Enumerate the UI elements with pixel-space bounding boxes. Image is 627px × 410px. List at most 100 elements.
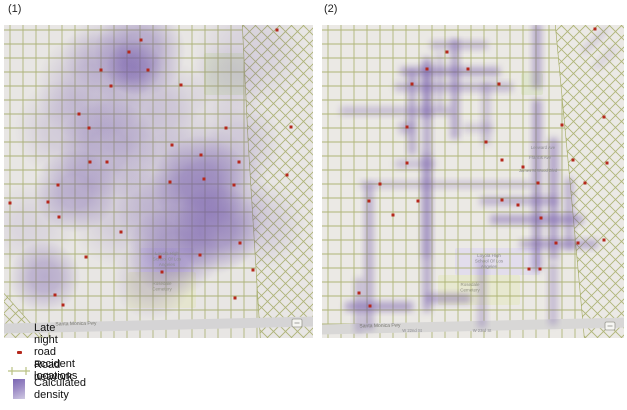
accident-dot xyxy=(105,160,109,164)
accident-dot xyxy=(179,83,183,87)
accident-dot xyxy=(88,160,92,164)
map-layers: Loyola High School Of Los Angeles Rosedale C… xyxy=(4,25,313,338)
panel-1-label: (1) xyxy=(8,3,22,15)
accident-dot xyxy=(602,238,606,242)
map-panel-1: Loyola High School Of Los Angeles Rosedale C… xyxy=(4,25,313,343)
legend-item-density: Calculated density xyxy=(4,377,86,401)
accident-dot xyxy=(391,213,395,217)
accident-dot xyxy=(538,267,542,271)
accident-dot xyxy=(224,126,228,130)
accident-dot xyxy=(160,270,164,274)
accident-dot xyxy=(289,125,293,129)
accident-dot xyxy=(466,67,470,71)
accident-dot xyxy=(238,241,242,245)
map-label: Santa Monica Fwy xyxy=(55,321,97,328)
accident-marker-icon xyxy=(4,350,34,354)
accident-dot xyxy=(77,112,81,116)
accident-dot xyxy=(56,183,60,187)
accident-dot xyxy=(536,181,540,185)
accident-dot xyxy=(53,293,57,297)
density-layer xyxy=(4,25,313,338)
accident-dot xyxy=(61,303,65,307)
map-panel-2: Loyola High School Of Los Angeles Rosedale C… xyxy=(322,25,624,343)
legend-road-network-label: Road network xyxy=(34,359,73,383)
accident-dot xyxy=(87,126,91,130)
map-corner-icon xyxy=(291,318,303,328)
accident-dot xyxy=(168,180,172,184)
density-swatch-icon xyxy=(4,379,34,399)
accident-dot xyxy=(527,267,531,271)
map-label: Loyola High School Of Los Angeles xyxy=(153,251,182,267)
accident-dot xyxy=(539,216,543,220)
accident-dot xyxy=(497,82,501,86)
map-label: Francis Ave xyxy=(529,155,551,160)
accident-dot xyxy=(425,67,429,71)
map-label: Loyola High School Of Los Angeles xyxy=(475,253,504,269)
map-label: James M Wood Blvd xyxy=(519,168,558,173)
accident-dot xyxy=(576,241,580,245)
accident-dot xyxy=(605,161,609,165)
freeway-band xyxy=(4,316,313,334)
accident-dot xyxy=(410,82,414,86)
accident-dot xyxy=(405,125,409,129)
map-label: W 22nd St xyxy=(402,328,422,333)
accident-dot xyxy=(416,199,420,203)
map-label: Leeward Ave xyxy=(531,145,556,150)
accident-dot xyxy=(199,153,203,157)
accident-dot xyxy=(99,68,103,72)
panel-2-label: (2) xyxy=(324,3,338,15)
accident-dot xyxy=(146,68,150,72)
map-corner-icon xyxy=(604,321,616,331)
accident-dot xyxy=(484,140,488,144)
accident-dot xyxy=(602,115,606,119)
accident-dot xyxy=(8,201,12,205)
accident-dot xyxy=(445,50,449,54)
accident-dot xyxy=(232,183,236,187)
accident-dot xyxy=(367,199,371,203)
accident-dots xyxy=(8,28,293,307)
accident-dot xyxy=(571,158,575,162)
map-labels: Loyola High School Of Los Angeles Rosedale C… xyxy=(359,145,557,333)
accident-dot xyxy=(46,200,50,204)
accident-dot xyxy=(275,28,279,32)
accident-dot xyxy=(233,296,237,300)
accident-dot xyxy=(521,165,525,169)
accident-dot xyxy=(560,123,564,127)
accident-dot xyxy=(237,160,241,164)
accident-dot xyxy=(251,268,255,272)
accident-dot xyxy=(170,143,174,147)
accident-dot xyxy=(139,38,143,42)
accident-dot xyxy=(357,291,361,295)
accident-dots xyxy=(357,27,609,308)
accident-dot xyxy=(500,158,504,162)
map-labels: Loyola High School Of Los Angeles Rosedale C… xyxy=(55,251,182,327)
accident-dot xyxy=(583,181,587,185)
accident-dot xyxy=(368,304,372,308)
accident-dot xyxy=(202,177,206,181)
density-layer xyxy=(340,25,618,333)
accident-dot xyxy=(378,182,382,186)
accident-dot xyxy=(127,50,131,54)
accident-dot xyxy=(516,203,520,207)
accident-dot xyxy=(57,215,61,219)
accident-dot xyxy=(84,255,88,259)
accident-dot xyxy=(109,84,113,88)
accident-dot xyxy=(285,173,289,177)
legend-item-accidents: Late night road accident locations xyxy=(4,322,77,382)
map-label: W 23rd St xyxy=(473,328,492,333)
accident-dot xyxy=(198,253,202,257)
map-label: Rosedale Cemetery xyxy=(460,282,480,293)
legend-density-label: Calculated density xyxy=(34,377,86,401)
map-label: Santa Monica Fwy xyxy=(359,323,401,330)
accident-dot xyxy=(405,161,409,165)
legend-accidents-label: Late night road accident locations xyxy=(34,322,78,382)
accident-dot xyxy=(593,27,597,31)
accident-dot xyxy=(500,198,504,202)
accident-dot xyxy=(554,241,558,245)
map-label: Rosedale Cemetery xyxy=(152,281,172,292)
accident-dot xyxy=(119,230,123,234)
accident-dot xyxy=(158,255,162,259)
road-line-icon xyxy=(4,365,34,377)
legend-item-road-network: Road network xyxy=(4,359,73,383)
